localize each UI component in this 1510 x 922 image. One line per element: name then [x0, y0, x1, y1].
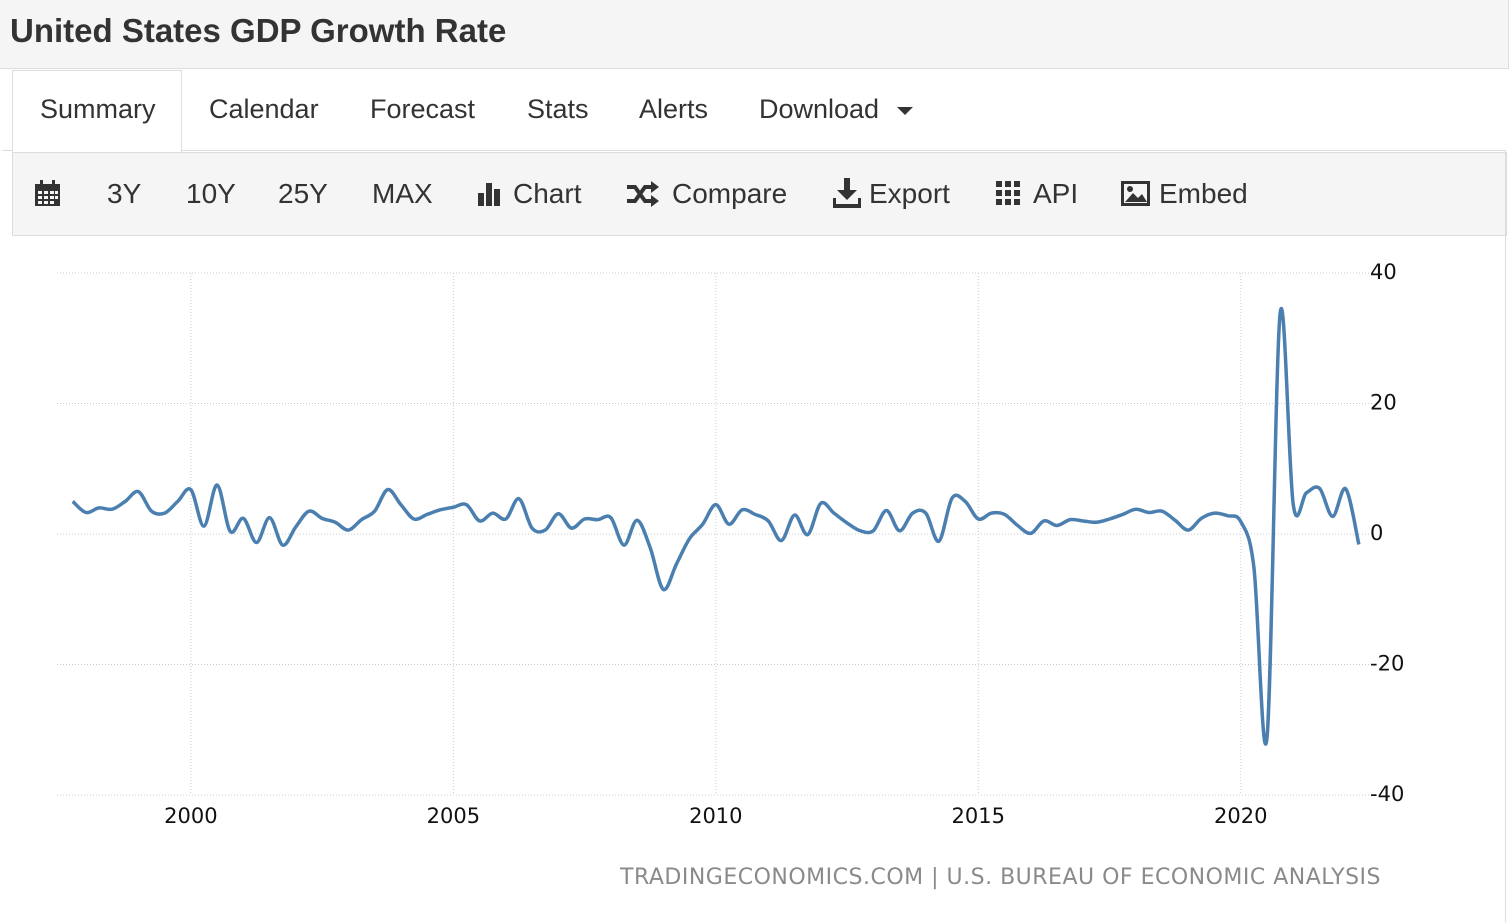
- tab[interactable]: Download: [759, 94, 880, 124]
- y-tick-label: 0: [1370, 521, 1383, 545]
- tab[interactable]: Forecast: [370, 94, 476, 124]
- y-tick-label: -40: [1370, 782, 1404, 806]
- toolbar: [12, 152, 1507, 236]
- tab[interactable]: Calendar: [209, 94, 319, 124]
- header: [0, 0, 1509, 69]
- api-icon: [996, 181, 1020, 205]
- active-tab: [12, 70, 182, 152]
- embed-icon: [1121, 181, 1150, 206]
- toolbar-button[interactable]: Chart: [513, 178, 582, 209]
- dropdown-caret: [897, 107, 913, 115]
- x-tick-label: 2015: [952, 804, 1005, 828]
- toolbar-button[interactable]: Export: [869, 178, 950, 209]
- x-tick-label: 2000: [164, 804, 217, 828]
- x-tick-label: 2010: [689, 804, 742, 828]
- y-tick-label: -20: [1370, 652, 1404, 676]
- x-tick-label: 2020: [1214, 804, 1267, 828]
- tab[interactable]: Stats: [527, 94, 589, 124]
- frame-edge: [1505, 150, 1506, 922]
- tab[interactable]: Alerts: [639, 94, 709, 124]
- export-icon: [833, 178, 861, 208]
- toolbar-button[interactable]: Compare: [672, 178, 788, 209]
- chart-icon: [478, 183, 500, 206]
- tab-divider: [2, 150, 1506, 151]
- x-tick-label: 2005: [427, 804, 480, 828]
- data-line: [71, 307, 1361, 746]
- y-tick-label: 40: [1370, 260, 1397, 284]
- range-button[interactable]: 25Y: [278, 178, 328, 209]
- calendar-icon[interactable]: [34, 180, 62, 208]
- range-button[interactable]: MAX: [372, 178, 433, 209]
- page-title: United States GDP Growth Rate: [10, 12, 507, 49]
- range-button[interactable]: 3Y: [107, 178, 142, 209]
- y-tick-label: 20: [1370, 391, 1397, 415]
- range-button[interactable]: 10Y: [186, 178, 236, 209]
- source-note: TRADINGECONOMICS.COM | U.S. BUREAU OF EC…: [619, 865, 1381, 890]
- compare-icon: [627, 181, 659, 207]
- chart: TRADINGECONOMICS.COM | U.S. BUREAU OF EC…: [57, 260, 1404, 890]
- toolbar-button[interactable]: Embed: [1159, 178, 1248, 209]
- tab[interactable]: Summary: [40, 94, 156, 124]
- toolbar-button[interactable]: API: [1033, 178, 1079, 209]
